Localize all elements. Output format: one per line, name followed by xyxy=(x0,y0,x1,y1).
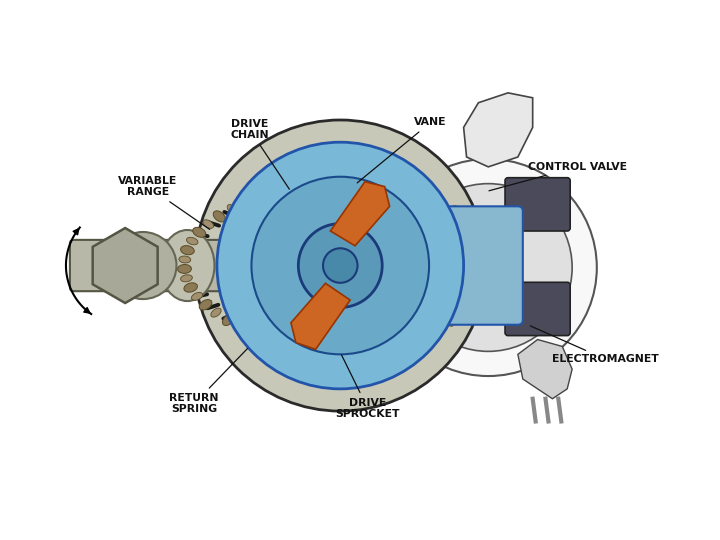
Ellipse shape xyxy=(348,181,357,195)
Ellipse shape xyxy=(252,325,263,338)
Ellipse shape xyxy=(306,336,313,348)
Ellipse shape xyxy=(193,227,206,237)
Ellipse shape xyxy=(381,334,388,346)
Text: Figure 3.17: Figure 3.17 xyxy=(13,30,138,49)
Ellipse shape xyxy=(181,275,192,282)
Text: ALWAYS LEARNING: ALWAYS LEARNING xyxy=(4,508,128,521)
Ellipse shape xyxy=(447,206,459,217)
Text: DRIVE
SPROCKET: DRIVE SPROCKET xyxy=(336,355,400,420)
Ellipse shape xyxy=(199,300,212,310)
Ellipse shape xyxy=(429,321,440,334)
Ellipse shape xyxy=(270,330,278,342)
Ellipse shape xyxy=(418,193,429,206)
Text: DRIVE
CHAIN: DRIVE CHAIN xyxy=(230,119,289,189)
Ellipse shape xyxy=(397,330,407,343)
Text: James D. Halderman: James D. Halderman xyxy=(169,522,269,532)
Text: PEARSON: PEARSON xyxy=(630,507,719,525)
FancyBboxPatch shape xyxy=(70,240,235,291)
Ellipse shape xyxy=(178,265,192,273)
Ellipse shape xyxy=(368,183,375,195)
Ellipse shape xyxy=(310,182,320,195)
Ellipse shape xyxy=(444,316,454,326)
Ellipse shape xyxy=(298,224,382,307)
Ellipse shape xyxy=(213,211,225,222)
Ellipse shape xyxy=(251,177,429,354)
Polygon shape xyxy=(464,93,533,167)
Ellipse shape xyxy=(238,321,247,331)
Polygon shape xyxy=(330,181,390,246)
Ellipse shape xyxy=(405,184,572,352)
Ellipse shape xyxy=(181,246,194,255)
Ellipse shape xyxy=(241,197,252,210)
Ellipse shape xyxy=(361,335,371,349)
Text: ELECTROMAGNET: ELECTROMAGNET xyxy=(531,326,660,365)
Text: CONTROL VALVE: CONTROL VALVE xyxy=(489,162,626,191)
Ellipse shape xyxy=(330,182,337,193)
Ellipse shape xyxy=(109,232,176,299)
Ellipse shape xyxy=(274,187,284,200)
Text: A magnetically controlled vane phaser.: A magnetically controlled vane phaser. xyxy=(104,30,491,49)
Text: VARIABLE
RANGE: VARIABLE RANGE xyxy=(118,176,210,230)
Ellipse shape xyxy=(179,256,191,263)
FancyBboxPatch shape xyxy=(505,282,570,335)
Ellipse shape xyxy=(384,185,395,198)
Polygon shape xyxy=(93,228,158,303)
Ellipse shape xyxy=(415,327,423,338)
Ellipse shape xyxy=(323,248,358,283)
FancyBboxPatch shape xyxy=(505,178,570,231)
Text: RETURN
SPRING: RETURN SPRING xyxy=(169,348,248,415)
Ellipse shape xyxy=(475,294,488,303)
Ellipse shape xyxy=(344,338,351,349)
Text: Hybrid and Alternative Fuel Vehicles, 4e: Hybrid and Alternative Fuel Vehicles, 4e xyxy=(169,502,365,512)
Ellipse shape xyxy=(203,220,214,228)
Ellipse shape xyxy=(469,221,482,232)
Polygon shape xyxy=(291,284,350,349)
Ellipse shape xyxy=(467,302,478,311)
Ellipse shape xyxy=(160,230,215,301)
Ellipse shape xyxy=(211,308,221,317)
Ellipse shape xyxy=(192,293,202,300)
Text: Copyright © 2016 by Pearson Education, Inc.: Copyright © 2016 by Pearson Education, I… xyxy=(432,502,653,512)
Text: All Rights Reserved: All Rights Reserved xyxy=(432,522,527,532)
FancyBboxPatch shape xyxy=(434,206,523,325)
Ellipse shape xyxy=(217,142,464,389)
Ellipse shape xyxy=(324,336,333,350)
Ellipse shape xyxy=(434,200,444,210)
Ellipse shape xyxy=(186,237,198,245)
Ellipse shape xyxy=(228,205,237,214)
Ellipse shape xyxy=(258,193,266,204)
Ellipse shape xyxy=(293,185,300,197)
Ellipse shape xyxy=(459,214,470,223)
Ellipse shape xyxy=(287,333,297,346)
Polygon shape xyxy=(518,340,572,399)
Text: VANE: VANE xyxy=(357,118,447,183)
Ellipse shape xyxy=(379,159,597,376)
Ellipse shape xyxy=(222,314,234,326)
Ellipse shape xyxy=(456,309,468,320)
Ellipse shape xyxy=(194,120,486,411)
Ellipse shape xyxy=(403,190,411,201)
Ellipse shape xyxy=(184,283,197,292)
